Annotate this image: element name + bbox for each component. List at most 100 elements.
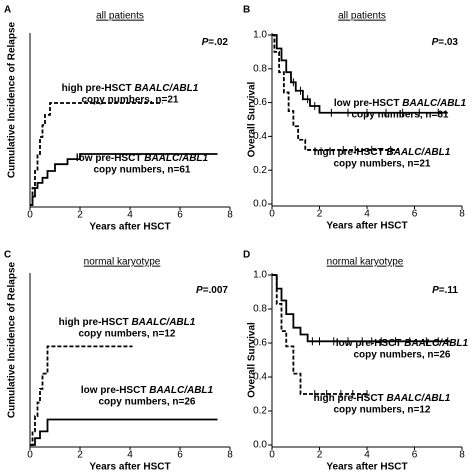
- survival-curve: [30, 345, 133, 446]
- p-value: P=.03: [432, 37, 459, 48]
- curve-label-count: copy numbers, n=21: [82, 95, 179, 106]
- y-tick-label: 1.0: [253, 30, 267, 41]
- label-gene: BAALC/ABL1: [144, 153, 208, 164]
- y-axis-label: Overall Survival: [247, 322, 258, 398]
- survival-curve: [30, 418, 218, 446]
- p-value: P=.11: [432, 285, 458, 296]
- y-axis-label: Cumulative Incidence of Relapse: [7, 261, 18, 418]
- label-prefix: high pre-HSCT: [62, 83, 135, 94]
- p-value: P=.007: [196, 285, 228, 296]
- x-tick-label: 6: [412, 209, 418, 220]
- curve-label: high pre-HSCT BAALC/ABL1: [314, 393, 451, 404]
- panel-letter: C: [4, 250, 11, 261]
- label-gene: BAALC/ABL1: [149, 385, 213, 396]
- x-tick-label: 6: [412, 450, 418, 461]
- y-tick-label: 0.4: [253, 372, 267, 383]
- curve-label: high pre-HSCT BAALC/ABL1: [59, 317, 196, 328]
- panel-letter: A: [4, 5, 11, 16]
- curve-label-count: copy numbers, n=26: [99, 397, 196, 408]
- x-tick-label: 2: [77, 450, 83, 461]
- x-tick-label: 4: [127, 210, 133, 221]
- x-tick-label: 2: [317, 209, 323, 220]
- x-tick-label: 4: [127, 450, 133, 461]
- panel-title: normal karyotype: [84, 257, 161, 268]
- axes: [29, 273, 230, 448]
- y-tick-label: 1.0: [253, 270, 267, 281]
- y-tick-label: 0.4: [253, 131, 267, 142]
- curve-label-count: copy numbers, n=26: [354, 350, 451, 361]
- panel-title: all patients: [338, 11, 386, 22]
- label-prefix: low pre-HSCT: [336, 338, 404, 349]
- survival-curve: [30, 153, 218, 206]
- y-tick-label: 0.0: [253, 199, 267, 210]
- x-tick-label: 4: [364, 450, 370, 461]
- y-tick-label: 0.8: [253, 304, 267, 315]
- p-number: =.03: [438, 37, 458, 48]
- curve-label-count: copy numbers, n=21: [334, 159, 431, 170]
- survival-curve: [272, 274, 370, 395]
- p-value: P=.02: [202, 37, 229, 48]
- x-tick-label: 8: [459, 209, 465, 220]
- x-axis-label: Years after HSCT: [326, 221, 407, 232]
- label-gene: BAALC/ABL1: [131, 317, 195, 328]
- panel-letter: D: [243, 250, 250, 261]
- y-tick-label: 0.0: [253, 440, 267, 451]
- x-tick-label: 0: [269, 450, 275, 461]
- p-symbol: P: [196, 285, 203, 296]
- x-tick-label: 0: [269, 209, 275, 220]
- label-prefix: high pre-HSCT: [314, 147, 387, 158]
- label-prefix: low pre-HSCT: [334, 98, 402, 109]
- p-symbol: P: [202, 37, 209, 48]
- y-axis-label: Cumulative Incidence of Relapse: [7, 21, 18, 178]
- label-gene: BAALC/ABL1: [404, 338, 468, 349]
- x-tick-label: 6: [177, 210, 183, 221]
- y-axis-label: Overall Survival: [247, 81, 258, 157]
- x-tick-label: 8: [227, 210, 233, 221]
- curve-label: high pre-HSCT BAALC/ABL1: [314, 147, 451, 158]
- label-gene: BAALC/ABL1: [386, 147, 450, 158]
- axes: [29, 33, 230, 208]
- y-tick-label: 0.6: [253, 338, 267, 349]
- x-tick-label: 4: [364, 209, 370, 220]
- y-tick-label: 0.8: [253, 63, 267, 74]
- x-axis-label: Years after HSCT: [89, 462, 170, 473]
- x-axis-label: Years after HSCT: [326, 462, 407, 473]
- panel-title: normal karyotype: [327, 257, 404, 268]
- p-symbol: P: [432, 285, 439, 296]
- p-symbol: P: [432, 37, 439, 48]
- y-tick-label: 0.2: [253, 165, 267, 176]
- curve-label-count: copy numbers, n=12: [334, 405, 431, 416]
- label-prefix: high pre-HSCT: [59, 317, 132, 328]
- p-number: =.007: [203, 285, 229, 296]
- survival-curve: [272, 34, 398, 151]
- y-tick-label: 0.6: [253, 97, 267, 108]
- y-tick-label: 0.2: [253, 406, 267, 417]
- x-tick-label: 8: [227, 450, 233, 461]
- p-number: =.02: [208, 37, 228, 48]
- curve-label-count: copy numbers, n=12: [79, 329, 176, 340]
- label-prefix: low pre-HSCT: [76, 153, 144, 164]
- survival-curve: [30, 102, 163, 206]
- survival-curve: [272, 274, 451, 343]
- x-tick-label: 8: [459, 450, 465, 461]
- curve-label: low pre-HSCT BAALC/ABL1: [76, 153, 209, 164]
- curve-label: low pre-HSCT BAALC/ABL1: [334, 98, 467, 109]
- label-gene: BAALC/ABL1: [386, 393, 450, 404]
- p-number: =.11: [439, 285, 459, 296]
- curve-label: high pre-HSCT BAALC/ABL1: [62, 83, 199, 94]
- x-tick-label: 0: [27, 450, 33, 461]
- curve-label-count: copy numbers, n=61: [352, 110, 449, 121]
- panel-letter: B: [243, 5, 250, 16]
- curve-label: low pre-HSCT BAALC/ABL1: [81, 385, 214, 396]
- x-tick-label: 2: [317, 450, 323, 461]
- label-prefix: high pre-HSCT: [314, 393, 387, 404]
- label-prefix: low pre-HSCT: [81, 385, 149, 396]
- x-tick-label: 0: [27, 210, 33, 221]
- curve-label: low pre-HSCT BAALC/ABL1: [336, 338, 469, 349]
- panel-title: all patients: [96, 11, 144, 22]
- label-gene: BAALC/ABL1: [402, 98, 466, 109]
- curve-label-count: copy numbers, n=61: [94, 165, 191, 176]
- x-axis-label: Years after HSCT: [89, 222, 170, 233]
- x-tick-label: 2: [77, 210, 83, 221]
